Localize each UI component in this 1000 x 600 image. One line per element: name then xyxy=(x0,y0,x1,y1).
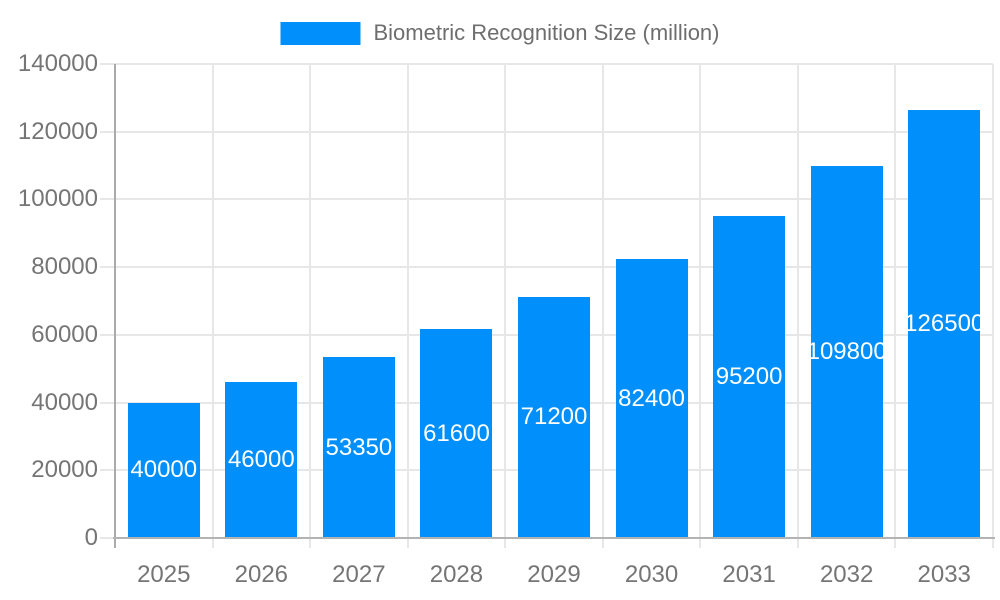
x-tick-mark xyxy=(504,538,507,548)
y-axis-line xyxy=(114,64,116,548)
x-gridline xyxy=(309,64,312,538)
y-gridline xyxy=(115,63,993,65)
bar[interactable] xyxy=(908,109,981,538)
x-axis-line xyxy=(113,537,995,539)
x-tick-label: 2029 xyxy=(527,561,581,588)
x-tick-mark xyxy=(406,538,409,548)
x-tick-mark xyxy=(211,538,214,548)
bar[interactable] xyxy=(127,402,200,538)
x-tick-mark xyxy=(992,538,994,548)
y-gridline xyxy=(115,198,993,201)
bar[interactable] xyxy=(420,329,493,538)
bar-value-label: 71200 xyxy=(520,403,588,431)
x-tick-label: 2028 xyxy=(429,561,484,588)
bar[interactable] xyxy=(810,166,883,538)
bar-value-label: 53350 xyxy=(325,433,393,461)
x-gridline xyxy=(796,64,799,538)
y-tick-mark xyxy=(100,198,115,201)
bar-value-label: 61600 xyxy=(423,419,490,447)
x-gridline xyxy=(211,64,214,538)
y-tick-mark xyxy=(100,266,115,269)
x-gridline xyxy=(504,64,507,538)
y-gridline xyxy=(115,130,993,133)
bar-value-label: 109800 xyxy=(806,338,887,366)
bar-value-label: 82400 xyxy=(618,384,685,412)
bar[interactable] xyxy=(322,357,395,538)
x-tick-label: 2026 xyxy=(234,561,289,588)
x-tick-label: 2032 xyxy=(819,561,874,588)
bar[interactable] xyxy=(713,215,786,538)
y-tick-mark xyxy=(100,333,115,336)
y-tick-mark xyxy=(100,63,115,65)
x-tick-label: 2025 xyxy=(137,561,191,588)
y-tick-label: 40000 xyxy=(31,388,98,416)
x-gridline xyxy=(992,64,994,538)
x-tick-label: 2030 xyxy=(624,561,679,588)
x-tick-mark xyxy=(601,538,604,548)
bar-value-label: 126500 xyxy=(904,309,985,337)
y-tick-mark xyxy=(100,130,115,133)
y-tick-label: 140000 xyxy=(17,50,98,77)
y-tick-label: 0 xyxy=(84,524,98,551)
bar-value-label: 95200 xyxy=(715,362,783,390)
y-tick-label: 60000 xyxy=(31,320,98,348)
y-tick-label: 100000 xyxy=(17,185,98,213)
y-tick-mark xyxy=(100,469,115,472)
x-tick-label: 2033 xyxy=(917,561,971,588)
x-tick-mark xyxy=(309,538,312,548)
bar-value-label: 40000 xyxy=(130,456,198,484)
x-tick-label: 2027 xyxy=(332,561,386,588)
x-tick-mark xyxy=(796,538,799,548)
bar-value-label: 46000 xyxy=(227,446,295,474)
legend-label: Biometric Recognition Size (million) xyxy=(373,20,720,45)
y-tick-mark xyxy=(100,401,115,404)
x-tick-mark xyxy=(699,538,702,548)
x-tick-label: 2031 xyxy=(722,561,776,588)
legend-swatch xyxy=(280,21,361,45)
y-tick-label: 80000 xyxy=(31,253,98,281)
bar[interactable] xyxy=(615,259,688,538)
y-tick-mark xyxy=(100,537,115,539)
x-gridline xyxy=(699,64,702,538)
y-gridline xyxy=(115,266,993,269)
x-gridline xyxy=(894,64,897,538)
y-tick-label: 20000 xyxy=(31,456,98,484)
x-gridline xyxy=(601,64,604,538)
x-gridline xyxy=(406,64,409,538)
chart-legend[interactable]: Biometric Recognition Size (million) xyxy=(280,20,720,46)
x-tick-mark xyxy=(894,538,897,548)
bar[interactable] xyxy=(518,296,590,538)
y-tick-label: 120000 xyxy=(17,117,98,145)
bar[interactable] xyxy=(225,382,298,538)
